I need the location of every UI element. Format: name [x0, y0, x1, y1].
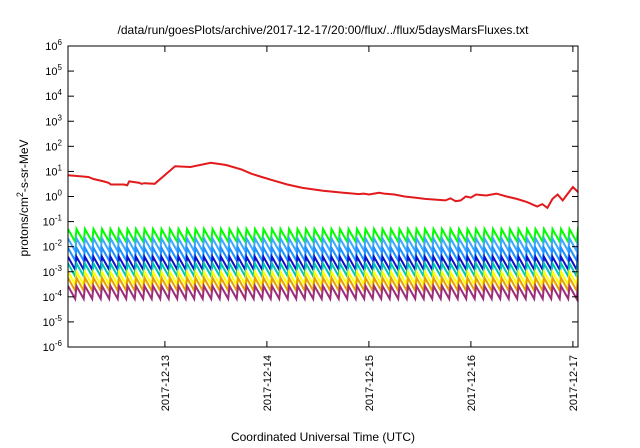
y-tick-label: 10-4 — [43, 289, 63, 304]
x-tick-label: 2017-12-13 — [160, 355, 172, 411]
x-tick-label: 2017-12-17 — [568, 355, 580, 411]
y-tick-label: 104 — [45, 88, 62, 103]
y-tick-label: 106 — [45, 38, 62, 53]
y-axis-label: protons/cm2-s-sr-MeV — [15, 139, 31, 256]
y-tick-label: 10-6 — [43, 339, 63, 354]
plot-frame — [67, 45, 579, 348]
y-tick-label: 10-2 — [43, 239, 63, 254]
y-tick-label: 100 — [45, 189, 62, 204]
x-axis-ticks: 2017-12-13 2017-12-14 2017-12-15 2017-12-16… — [160, 46, 580, 411]
y-tick-label: 103 — [45, 113, 62, 128]
x-tick-label: 2017-12-14 — [262, 355, 274, 411]
y-tick-label: 10-5 — [43, 314, 63, 329]
y-axis-label-tail: -s-sr-MeV — [17, 139, 31, 192]
series-line-3 — [68, 244, 578, 264]
x-axis-label: Coordinated Universal Time (UTC) — [231, 430, 415, 444]
x-tick-label: 2017-12-15 — [364, 355, 376, 411]
y-tick-label: 101 — [45, 163, 62, 178]
series-line-6 — [68, 268, 578, 289]
x-tick-label: 2017-12-16 — [466, 355, 478, 411]
chart-title: /data/run/goesPlots/archive/2017-12-17/2… — [118, 23, 530, 37]
y-axis-label-exp: 2 — [15, 192, 25, 197]
y-tick-label: 10-1 — [43, 214, 63, 229]
series-line-0 — [68, 161, 578, 210]
series-line-1 — [68, 225, 578, 246]
y-tick-label: 105 — [45, 63, 62, 78]
series-line-8 — [68, 282, 578, 303]
y-tick-label: 10-3 — [43, 264, 63, 279]
series-line-2 — [68, 235, 578, 255]
series-line-7 — [68, 274, 578, 294]
y-axis-label-main: protons/cm — [17, 197, 31, 256]
plot-area — [68, 161, 578, 303]
series-line-4 — [68, 253, 578, 273]
y-axis-ticks: 10-6 10-5 10-4 10-3 10-2 10-1 100 101 102 103 104 1… — [43, 38, 578, 354]
y-tick-label: 102 — [45, 138, 62, 153]
series-line-5 — [68, 260, 578, 280]
